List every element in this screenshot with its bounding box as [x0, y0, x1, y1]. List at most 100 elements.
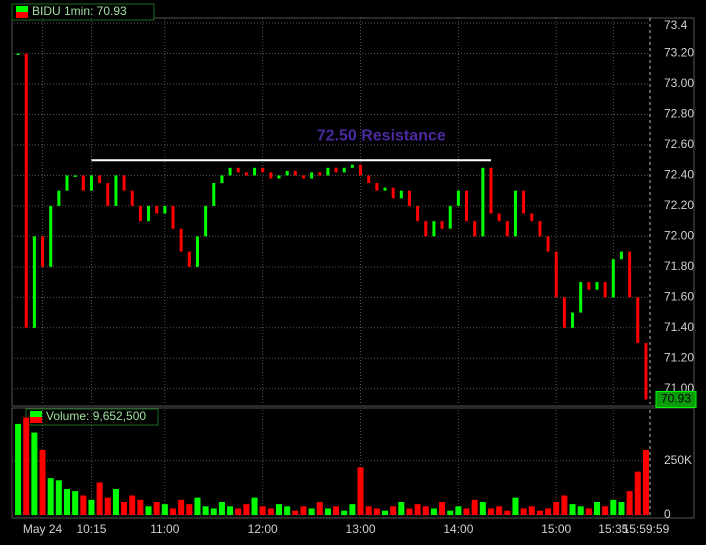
volume-bar	[202, 506, 209, 515]
price-bar	[367, 175, 371, 184]
volume-bar	[642, 449, 649, 515]
volume-bar	[104, 497, 111, 515]
y-tick-label: 73.00	[664, 76, 694, 90]
price-bar	[375, 183, 379, 191]
volume-bar	[488, 508, 494, 515]
volume-bar	[55, 480, 62, 515]
volume-bar	[520, 508, 527, 515]
volume-bar	[80, 495, 87, 515]
volume-bar	[553, 501, 560, 515]
price-bar	[155, 205, 159, 214]
price-bar	[293, 170, 297, 176]
price-bar	[73, 175, 77, 177]
volume-bar	[618, 501, 625, 515]
price-bar	[383, 187, 387, 191]
volume-bar	[316, 501, 323, 515]
price-bar	[505, 221, 509, 237]
x-tick-label: 15:35	[598, 522, 628, 536]
price-bar	[122, 175, 126, 191]
volume-bar	[324, 508, 331, 515]
price-bar	[359, 164, 363, 176]
price-bar	[130, 190, 134, 206]
price-bar	[538, 221, 542, 237]
volume-bar	[634, 471, 641, 515]
volume-legend: Volume: 9,652,500	[46, 409, 146, 423]
y-tick-label: 71.20	[664, 350, 694, 364]
price-bar	[513, 190, 517, 237]
price-bar	[440, 221, 444, 229]
volume-legend-box	[25, 408, 159, 426]
price-bar	[619, 251, 623, 260]
price-bar	[571, 312, 575, 328]
price-bar	[399, 190, 403, 199]
price-bar	[432, 221, 436, 237]
price-bar	[489, 167, 493, 214]
price-bar	[554, 251, 558, 298]
y-tick-label: 0	[664, 507, 671, 521]
price-bar	[481, 167, 485, 237]
price-bar	[220, 175, 224, 184]
price-bar	[204, 205, 208, 237]
volume-bar	[545, 508, 552, 515]
volume-bar	[414, 504, 421, 515]
price-bar	[465, 190, 469, 222]
price-bar	[32, 236, 36, 328]
volume-bar	[569, 504, 576, 515]
price-bar	[81, 175, 85, 191]
volume-bar	[439, 501, 446, 515]
volume-bar	[88, 499, 95, 515]
volume-bar	[471, 499, 478, 515]
price-bar	[301, 175, 305, 179]
price-bar	[24, 53, 28, 328]
price-bar	[163, 205, 167, 214]
last-price-tag	[655, 390, 697, 408]
legend-icon-down	[16, 12, 28, 18]
price-legend-box	[11, 3, 155, 21]
x-tick-label: 10:15	[76, 522, 106, 536]
price-bar	[456, 190, 460, 206]
volume-bar	[333, 506, 340, 515]
volume-bar	[112, 488, 119, 515]
x-tick-label: 15:00	[541, 522, 571, 536]
price-bar	[603, 282, 607, 298]
volume-bar	[610, 499, 617, 515]
price-bar	[57, 190, 61, 206]
volume-bar	[496, 506, 503, 515]
volume-bar	[373, 508, 380, 515]
volume-bar	[626, 491, 633, 515]
volume-bar	[422, 506, 429, 515]
price-bar	[644, 343, 648, 400]
x-tick-label: May 24	[23, 522, 63, 536]
volume-bar	[308, 508, 315, 515]
price-panel	[11, 17, 695, 407]
price-bar	[595, 282, 599, 290]
price-bar	[579, 282, 583, 313]
volume-bar	[186, 504, 193, 515]
x-tick-label: 13:00	[346, 522, 376, 536]
price-bar	[611, 259, 615, 298]
volume-bar	[47, 478, 54, 515]
volume-panel	[11, 407, 695, 519]
volume-bar	[504, 510, 511, 515]
price-bar	[310, 172, 314, 179]
price-bar	[342, 167, 346, 173]
volume-bar	[72, 491, 79, 515]
price-bar	[98, 175, 102, 184]
volume-bar	[528, 506, 535, 515]
volume-bar	[357, 467, 364, 515]
volume-bar	[218, 501, 225, 515]
volume-bar	[585, 508, 592, 515]
price-bar	[628, 251, 632, 298]
volume-bar	[235, 508, 242, 515]
x-tick-label: 11:00	[150, 522, 179, 536]
price-bar	[236, 167, 240, 173]
volume-bar	[137, 499, 144, 515]
x-tick-label: 15:59:59	[623, 522, 670, 536]
price-bar	[106, 183, 110, 206]
price-bar	[522, 190, 526, 214]
volume-bar	[153, 501, 160, 515]
volume-bar	[430, 508, 437, 515]
price-legend: BIDU 1min: 70.93	[32, 4, 127, 18]
price-bar	[391, 187, 395, 199]
price-bar	[244, 172, 248, 176]
